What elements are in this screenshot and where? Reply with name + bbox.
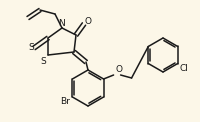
Text: S: S <box>40 56 46 66</box>
Text: S: S <box>28 44 34 52</box>
Text: O: O <box>84 17 91 26</box>
Text: Cl: Cl <box>178 64 187 73</box>
Text: Br: Br <box>60 97 70 107</box>
Text: O: O <box>115 66 121 75</box>
Text: N: N <box>58 20 65 29</box>
